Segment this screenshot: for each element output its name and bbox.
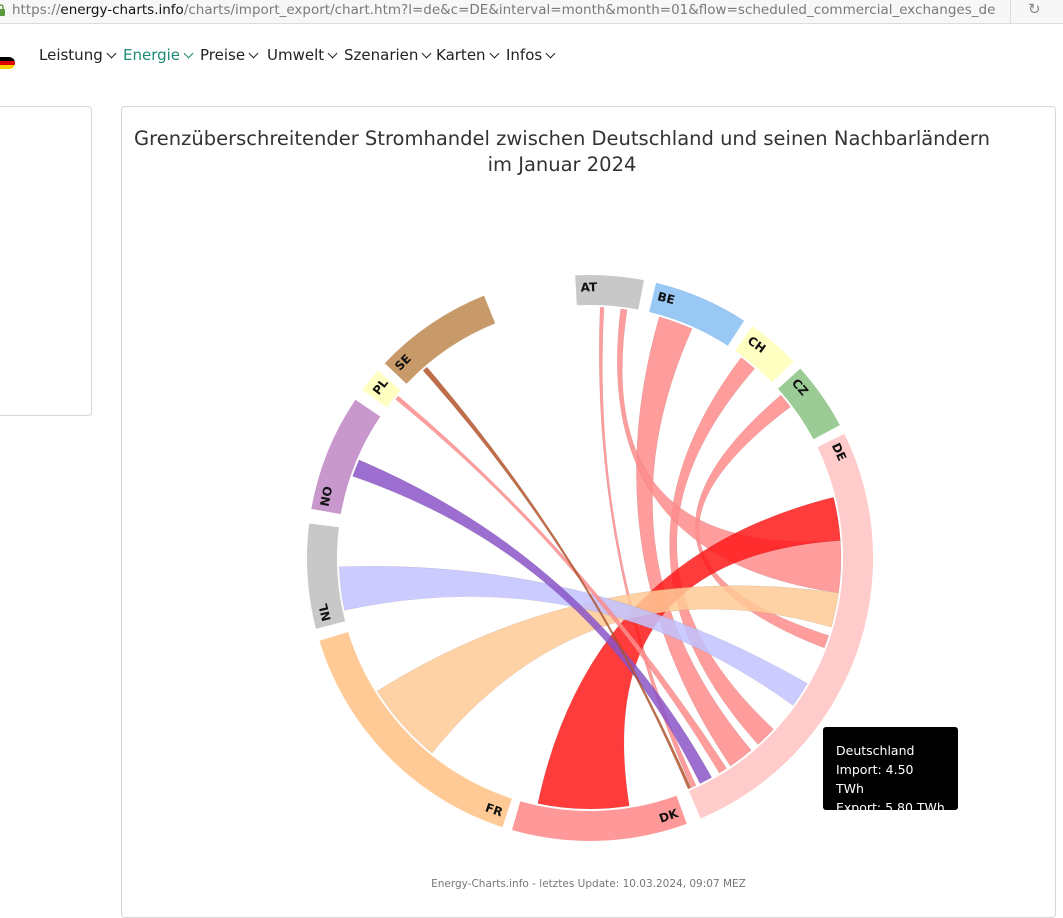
ribbon-pl-de[interactable] (395, 395, 728, 774)
arc-ch[interactable] (735, 326, 794, 383)
tooltip: Deutschland Import: 4.50 TWh Export: 5.8… (823, 727, 958, 815)
label-at: AT (580, 280, 598, 295)
ribbon-be-de[interactable] (636, 316, 752, 767)
nav-item-karten[interactable]: Karten (436, 46, 500, 64)
germany-flag-icon[interactable] (0, 57, 15, 69)
arc-be[interactable] (649, 282, 745, 346)
arc-cz[interactable] (778, 368, 840, 440)
url-scheme: https:// (12, 2, 61, 18)
nav-item-szenarien[interactable]: Szenarien (344, 46, 432, 64)
arc-pl[interactable] (362, 370, 401, 408)
arc-fr[interactable] (319, 632, 512, 828)
url-bar-divider (1010, 0, 1011, 24)
nav-item-leistung[interactable]: Leistung (39, 46, 117, 64)
nav-item-umwelt[interactable]: Umwelt (267, 46, 338, 64)
nav-item-infos[interactable]: Infos (506, 46, 556, 64)
tooltip-export: Export: 5.80 TWh (836, 800, 945, 815)
arc-de[interactable] (688, 433, 874, 819)
ribbon-ch-de[interactable] (669, 357, 774, 745)
label-no: NO (318, 485, 336, 508)
label-dk: DK (657, 806, 680, 826)
ribbon-nl-de[interactable] (338, 566, 808, 706)
tooltip-import: Import: 4.50 TWh (836, 762, 914, 796)
lock-icon (0, 4, 5, 16)
arc-nl[interactable] (306, 523, 346, 629)
country-arcs[interactable] (306, 275, 874, 841)
chart-footer: Energy-Charts.info - letztes Update: 10.… (431, 878, 746, 890)
arc-at[interactable] (575, 275, 644, 310)
arc-dk[interactable] (512, 795, 687, 841)
ribbon-at-de[interactable] (598, 306, 697, 789)
ribbon-cz-de[interactable] (695, 394, 830, 649)
side-panel (0, 106, 92, 416)
url-path: /charts/import_export/chart.htm?l=de&c=D… (183, 2, 996, 18)
url-text[interactable]: https://energy-charts.info/charts/import… (12, 1, 995, 19)
reload-icon[interactable]: ↻ (1028, 1, 1041, 18)
tooltip-country: Deutschland (836, 743, 915, 758)
ribbon-at-de[interactable] (617, 308, 842, 594)
url-host: energy-charts.info (60, 2, 184, 18)
label-nl: NL (316, 602, 334, 623)
nav-item-preise[interactable]: Preise (200, 46, 259, 64)
label-de: DE (829, 441, 849, 463)
label-fr: FR (483, 801, 504, 820)
arc-no[interactable] (311, 399, 381, 515)
ribbon-fr-de[interactable] (376, 585, 839, 754)
browser-url-bar[interactable]: https://energy-charts.info/charts/import… (0, 0, 1063, 24)
ribbon-no-de[interactable] (352, 459, 713, 784)
chord-ribbons[interactable] (338, 306, 842, 810)
ribbon-se-de[interactable] (422, 366, 692, 790)
main-navigation: Leistung Energie Preise Umwelt Szenarien… (0, 24, 1063, 84)
arc-se[interactable] (384, 295, 496, 384)
label-be: BE (656, 289, 676, 307)
chart-title: Grenzüberschreitender Stromhandel zwisch… (134, 127, 990, 176)
nav-item-energie[interactable]: Energie (123, 46, 194, 64)
ribbon-dk-de[interactable] (537, 496, 841, 810)
